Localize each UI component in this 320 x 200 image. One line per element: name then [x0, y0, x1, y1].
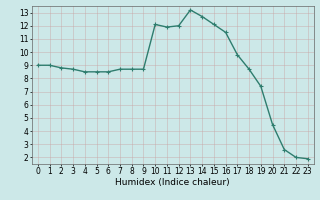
X-axis label: Humidex (Indice chaleur): Humidex (Indice chaleur) [116, 178, 230, 187]
